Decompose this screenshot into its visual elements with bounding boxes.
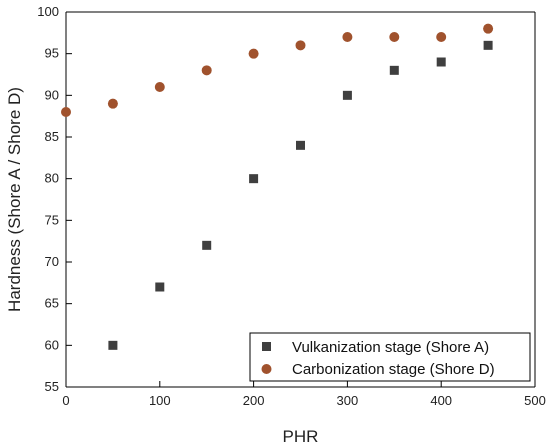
y-ticks: 55 60 65 70 75 80 85 90 95 100 [37,4,72,394]
vulkanization-point [202,240,212,250]
carbonization-point [154,82,165,92]
vulkanization-point [155,282,165,292]
y-tick-label: 95 [45,46,59,61]
data-markers [61,23,494,350]
carbonization-point [295,40,306,51]
y-tick-label: 100 [37,4,59,19]
vulkanization-point [436,57,446,67]
vulkanization-point [483,40,493,50]
vulkanization-point [389,65,399,75]
legend-circle-marker [261,364,272,374]
carbonization-point [201,65,212,76]
legend-square-marker [262,342,271,351]
y-tick-label: 70 [45,254,59,269]
vulkanization-point [296,140,305,150]
carbonization-point [389,32,400,42]
carbonization-point [61,107,71,117]
legend-label-vulkanization: Vulkanization stage (Shore A) [292,339,489,356]
x-axis-title: PHR [283,427,319,446]
y-axis-title: Hardness (Shore A / Shore D) [5,87,24,312]
x-tick-label: 200 [243,393,265,408]
carbonization-point [483,23,494,34]
vulkanization-point [342,90,352,100]
legend: Vulkanization stage (Shore A) Carbonizat… [249,332,531,382]
y-tick-label: 55 [45,379,59,394]
carbonization-point [248,48,259,59]
vulkanization-point [108,340,118,350]
x-tick-label: 0 [62,393,69,408]
legend-box [249,332,531,382]
x-ticks: 0 100 200 300 400 500 [62,381,546,408]
carbonization-point [436,32,447,42]
y-tick-label: 90 [45,87,59,102]
y-tick-label: 85 [45,129,59,144]
x-tick-label: 300 [337,393,359,408]
legend-label-carbonization: Carbonization stage (Shore D) [292,361,495,378]
x-tick-label: 400 [430,393,452,408]
y-tick-label: 65 [45,296,59,311]
y-tick-label: 80 [45,171,59,186]
y-tick-label: 75 [45,212,59,227]
carbonization-point [107,98,118,109]
y-tick-label: 60 [45,337,59,352]
plot-area: 0 100 200 300 400 500 55 60 65 70 75 80 85 90 95 100 [37,4,546,408]
vulkanization-point [249,174,259,184]
x-tick-label: 100 [149,393,171,408]
x-tick-label: 500 [524,393,546,408]
carbonization-point [342,32,353,42]
